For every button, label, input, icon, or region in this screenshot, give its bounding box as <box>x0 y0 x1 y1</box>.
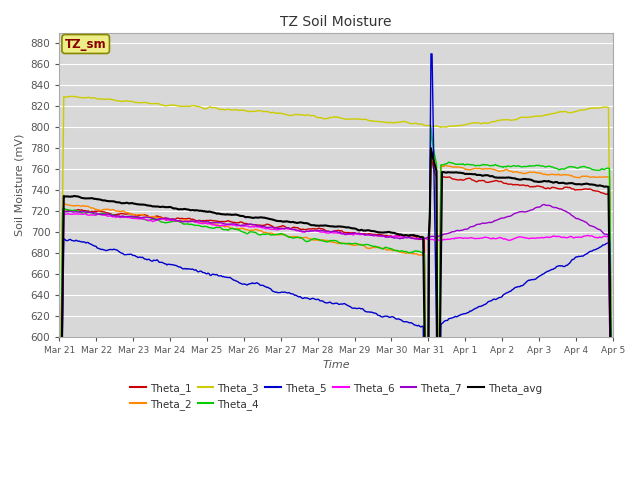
Theta_7 <box>385 234 392 240</box>
Theta_7 <box>322 228 330 234</box>
Legend: Theta_1, Theta_2, Theta_3, Theta_4, Theta_5, Theta_6, Theta_7, Theta_avg: Theta_1, Theta_2, Theta_3, Theta_4, Thet… <box>126 379 547 414</box>
Theta_6 <box>319 229 327 235</box>
Theta_2 <box>598 174 605 180</box>
Theta_6 <box>510 236 518 241</box>
Theta_1 <box>598 190 605 196</box>
Theta_7 <box>318 228 326 233</box>
Theta_5 <box>385 314 392 320</box>
Line: Theta_7: Theta_7 <box>60 204 613 480</box>
Theta_6 <box>597 235 605 240</box>
Theta_avg <box>355 228 363 233</box>
Theta_avg <box>598 183 605 189</box>
Theta_7 <box>355 231 363 237</box>
Theta_5 <box>318 298 326 304</box>
Theta_3 <box>323 116 330 121</box>
Theta_6 <box>81 211 89 216</box>
Theta_5 <box>511 285 519 290</box>
Theta_7 <box>597 228 605 233</box>
Theta_4 <box>427 124 435 130</box>
Theta_5 <box>598 243 605 249</box>
Line: Theta_5: Theta_5 <box>60 54 613 480</box>
Theta_6 <box>386 233 394 239</box>
Theta_5 <box>427 51 435 57</box>
Theta_1 <box>427 151 435 156</box>
Theta_avg <box>427 145 435 151</box>
Text: TZ_sm: TZ_sm <box>65 37 106 50</box>
Theta_3 <box>386 120 394 125</box>
Theta_4 <box>511 163 519 169</box>
Theta_avg <box>322 223 330 228</box>
Line: Theta_2: Theta_2 <box>60 154 613 480</box>
Theta_avg <box>385 229 392 235</box>
Theta_1 <box>511 181 519 187</box>
Theta_1 <box>355 230 363 236</box>
Theta_3 <box>597 105 605 111</box>
Y-axis label: Soil Moisture (mV): Soil Moisture (mV) <box>15 134 25 236</box>
Theta_4 <box>355 242 363 248</box>
Theta_2 <box>385 247 392 253</box>
Theta_2 <box>511 169 519 175</box>
Theta_4 <box>598 166 605 171</box>
Line: Theta_4: Theta_4 <box>60 127 613 480</box>
Theta_avg <box>511 176 519 181</box>
Theta_1 <box>322 228 330 233</box>
Theta_2 <box>355 241 363 247</box>
Theta_3 <box>67 93 74 99</box>
Theta_2 <box>318 237 326 242</box>
Theta_6 <box>356 232 364 238</box>
Theta_2 <box>322 238 330 244</box>
Theta_2 <box>427 151 435 156</box>
Line: Theta_6: Theta_6 <box>60 214 613 480</box>
Line: Theta_avg: Theta_avg <box>60 148 613 480</box>
Theta_6 <box>323 230 330 236</box>
Theta_1 <box>318 226 326 232</box>
X-axis label: Time: Time <box>323 360 350 371</box>
Theta_5 <box>322 300 330 306</box>
Theta_3 <box>356 116 364 122</box>
Theta_7 <box>509 212 517 217</box>
Line: Theta_1: Theta_1 <box>60 154 613 480</box>
Theta_5 <box>355 305 363 311</box>
Theta_7 <box>540 202 548 207</box>
Theta_4 <box>385 245 392 251</box>
Theta_1 <box>385 233 392 239</box>
Line: Theta_3: Theta_3 <box>60 96 613 480</box>
Theta_4 <box>322 239 330 244</box>
Theta_3 <box>319 116 327 121</box>
Theta_4 <box>318 238 326 244</box>
Theta_avg <box>318 223 326 228</box>
Theta_3 <box>510 117 518 123</box>
Title: TZ Soil Moisture: TZ Soil Moisture <box>280 15 392 29</box>
